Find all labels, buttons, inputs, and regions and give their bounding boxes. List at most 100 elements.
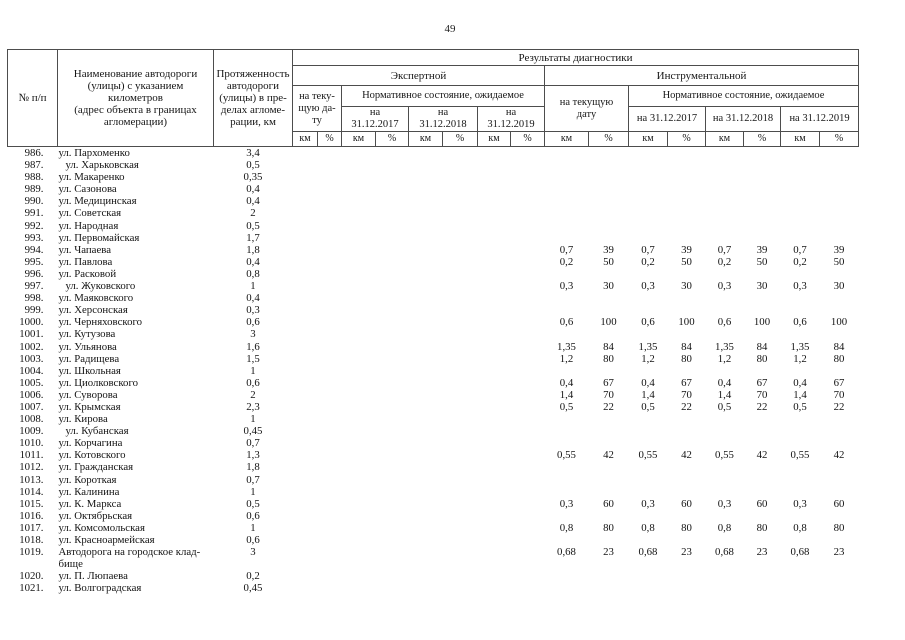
expert-value-cell	[342, 159, 376, 171]
col-header-instrumental: Инструментальной	[543, 65, 860, 86]
instrumental-value-cell: 80	[756, 521, 768, 534]
instrumental-value-cell: 0,68	[638, 546, 658, 559]
instrumental-value-cell: 0,3	[793, 280, 807, 293]
expert-value-cell	[478, 474, 511, 486]
instrumental-value-cell	[629, 292, 668, 304]
expert-value-cell	[318, 425, 342, 437]
expert-value-cell	[342, 546, 376, 570]
expert-value-cell	[409, 413, 443, 425]
instrumental-value-cell	[781, 474, 820, 486]
road-length: 3	[250, 328, 256, 341]
expert-value-cell	[409, 195, 443, 207]
instrumental-value-cell	[589, 159, 629, 171]
road-length: 2,3	[246, 400, 260, 413]
expert-value-cell	[478, 461, 511, 473]
instrumental-value-cell	[589, 328, 629, 340]
expert-value-cell	[443, 353, 478, 365]
instrumental-value-cell	[545, 304, 589, 316]
instrumental-value-cell: 0,2	[559, 255, 574, 268]
expert-value-cell	[318, 147, 342, 160]
expert-value-cell	[342, 292, 376, 304]
expert-value-cell	[478, 280, 511, 292]
expert-value-cell	[511, 582, 545, 594]
expert-value-cell	[511, 232, 545, 244]
instrumental-value-cell	[744, 474, 781, 486]
expert-value-cell	[376, 449, 409, 461]
instrumental-value-cell	[545, 147, 589, 160]
instrumental-value-cell	[820, 328, 859, 340]
expert-value-cell	[511, 570, 545, 582]
instrumental-value-cell	[706, 570, 744, 582]
expert-value-cell	[293, 159, 318, 171]
instrumental-value-cell: 42	[756, 449, 768, 462]
expert-value-cell	[376, 232, 409, 244]
expert-value-cell	[409, 377, 443, 389]
expert-value-cell	[293, 316, 318, 328]
row-number: 1021.	[19, 582, 44, 595]
expert-value-cell	[443, 474, 478, 486]
road-name: ул. Циолковского	[58, 376, 139, 389]
expert-value-cell	[293, 280, 318, 292]
instrumental-value-cell	[629, 268, 668, 280]
instrumental-value-cell	[545, 474, 589, 486]
expert-value-cell	[376, 353, 409, 365]
expert-value-cell	[376, 498, 409, 510]
expert-value-cell	[293, 171, 318, 183]
instrumental-value-cell	[744, 304, 781, 316]
expert-value-cell	[478, 183, 511, 195]
expert-value-cell	[342, 365, 376, 377]
instrumental-value-cell: 1,4	[717, 388, 732, 401]
instrumental-value-cell: 1,2	[641, 352, 655, 365]
instrumental-value-cell: 100	[600, 316, 617, 329]
expert-value-cell	[511, 425, 545, 437]
expert-value-cell	[293, 582, 318, 594]
expert-value-cell	[318, 582, 342, 594]
instrumental-value-cell	[668, 292, 706, 304]
instrumental-value-cell: 60	[681, 497, 692, 510]
row-number: 1007.	[19, 400, 44, 413]
expert-value-cell	[409, 147, 443, 160]
row-number: 988.	[24, 171, 44, 184]
expert-value-cell	[478, 195, 511, 207]
instrumental-value-cell	[629, 171, 668, 183]
instrumental-value-cell: 39	[681, 243, 692, 256]
expert-value-cell	[443, 244, 478, 256]
expert-value-cell	[443, 486, 478, 498]
expert-value-cell	[443, 292, 478, 304]
expert-value-cell	[443, 280, 478, 292]
road-name: ул. Котовского	[58, 449, 126, 462]
expert-value-cell	[318, 486, 342, 498]
expert-value-cell	[409, 316, 443, 328]
expert-value-cell	[293, 244, 318, 256]
instrumental-value-cell	[820, 486, 859, 498]
expert-value-cell	[409, 365, 443, 377]
instrumental-value-cell: 0,68	[715, 546, 734, 559]
table-row: 988. ул. Макаренко 0,35	[8, 171, 859, 183]
expert-value-cell	[376, 570, 409, 582]
instrumental-value-cell: 22	[603, 400, 614, 413]
road-name: ул. Кирова	[58, 413, 108, 426]
instrumental-value-cell	[545, 207, 589, 219]
expert-value-cell	[409, 304, 443, 316]
road-length: 0,5	[246, 159, 260, 172]
expert-value-cell	[409, 207, 443, 219]
instrumental-value-cell	[820, 159, 859, 171]
instrumental-value-cell: 84	[603, 340, 614, 353]
road-name: ул. Волгоградская	[58, 582, 142, 595]
expert-value-cell	[511, 510, 545, 522]
instrumental-value-cell	[545, 437, 589, 449]
road-length: 3,4	[246, 147, 260, 159]
expert-value-cell	[293, 232, 318, 244]
instrumental-value-cell	[629, 425, 668, 437]
instrumental-value-cell	[781, 292, 820, 304]
instrumental-value-cell	[589, 437, 629, 449]
expert-value-cell	[293, 437, 318, 449]
instrumental-value-cell: 30	[603, 280, 614, 293]
expert-value-cell	[443, 207, 478, 219]
instrumental-value-cell: 1,2	[559, 352, 574, 365]
road-name: ул. Суворова	[58, 388, 118, 401]
expert-value-cell	[293, 365, 318, 377]
unit-km: км	[705, 131, 744, 147]
expert-value-cell	[376, 280, 409, 292]
instrumental-value-cell: 0,3	[559, 497, 574, 510]
